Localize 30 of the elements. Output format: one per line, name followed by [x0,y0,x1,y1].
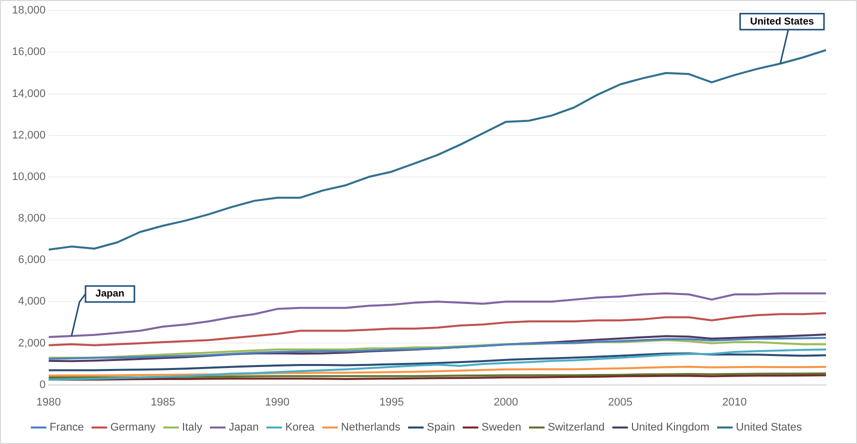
legend-label: Spain [426,422,456,434]
legend-label: Germany [110,422,156,434]
legend-label: Italy [182,422,203,434]
x-tick-label: 1990 [265,396,290,408]
x-tick-label: 1985 [150,396,176,408]
y-tick-label: 14,000 [12,88,46,100]
legend-label: Japan [228,422,259,434]
legend-label: France [50,422,84,434]
y-tick-label: 16,000 [12,46,46,58]
annotation: Japan [96,288,124,300]
y-tick-label: 18,000 [12,4,46,17]
y-tick-label: 8,000 [18,212,46,225]
legend-label: Sweden [482,422,522,434]
legend-label: Korea [285,422,316,434]
y-tick-label: 0 [40,378,46,391]
y-tick-label: 4,000 [18,296,46,308]
legend-label: United States [736,422,802,434]
x-tick-label: 1995 [379,396,404,408]
y-tick-label: 6,000 [18,254,46,266]
annotation: United States [750,16,814,28]
legend-label: United Kingdom [631,422,710,434]
x-tick-label: 2000 [494,396,518,408]
x-tick-label: 1980 [36,396,61,408]
legend-label: Switzerland [548,422,605,434]
legend-label: Netherlands [341,422,401,434]
y-tick-label: 2,000 [18,337,46,350]
x-tick-label: 2010 [722,396,747,408]
y-tick-label: 12,000 [12,129,46,142]
y-tick-label: 10,000 [12,170,46,183]
x-tick-label: 2005 [608,396,632,408]
